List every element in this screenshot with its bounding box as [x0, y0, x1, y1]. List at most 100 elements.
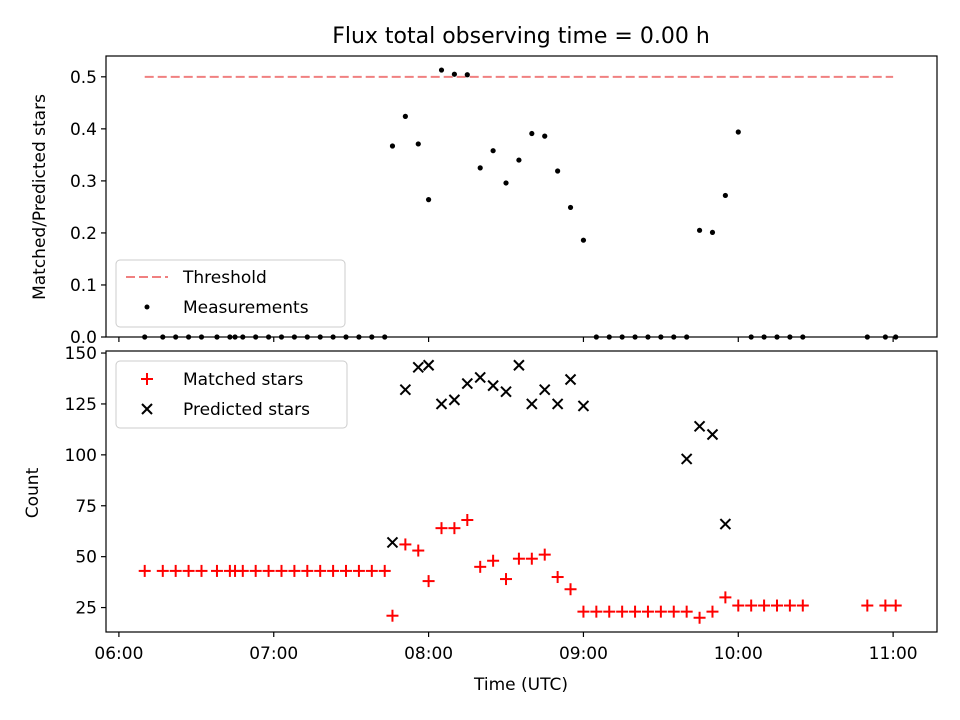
measurement-point — [893, 334, 899, 340]
predicted-point — [399, 383, 412, 396]
measurement-point — [477, 165, 483, 171]
predicted-point — [551, 398, 564, 410]
matched-point — [352, 564, 365, 577]
legend-matched-swatch — [141, 373, 153, 385]
xtick-label: 09:00 — [559, 644, 608, 664]
matched-point — [378, 564, 391, 577]
predicted-point — [577, 400, 590, 412]
matched-point — [399, 538, 412, 551]
matched-point — [745, 599, 758, 612]
measurement-point — [580, 237, 587, 243]
matched-point — [654, 605, 667, 618]
matched-point — [641, 605, 654, 618]
matched-point — [314, 564, 327, 577]
matched-point — [182, 564, 195, 577]
bottom-y-axis-label: Count — [23, 467, 43, 518]
measurement-point — [774, 334, 780, 340]
predicted-point — [474, 371, 486, 384]
measurement-point — [291, 334, 297, 340]
matched-point — [448, 522, 461, 535]
bottom-ytick-label: 125 — [65, 395, 97, 415]
matched-point — [719, 591, 732, 604]
measurement-point — [253, 334, 259, 340]
matched-point — [538, 548, 551, 561]
measurement-point — [748, 334, 754, 340]
matched-point — [732, 599, 745, 612]
measurement-point — [787, 334, 793, 340]
bottom-legend: Matched stars Predicted stars — [115, 360, 348, 429]
matched-point — [340, 564, 353, 577]
top-legend-box — [115, 259, 346, 328]
legend-threshold-label: Threshold — [182, 268, 267, 288]
measurement-point — [160, 334, 166, 340]
bottom-ytick-label: 150 — [65, 344, 97, 364]
measurement-point — [438, 67, 445, 73]
xtick-label: 10:00 — [714, 644, 763, 664]
matched-point — [693, 611, 706, 624]
matched-point — [195, 564, 208, 577]
top-axes-frame — [105, 55, 938, 338]
measurement-point — [606, 334, 612, 340]
measurement-point — [567, 204, 574, 211]
predicted-point — [500, 386, 512, 398]
measurement-point — [490, 148, 496, 154]
matched-point — [512, 552, 525, 565]
matched-point — [301, 564, 314, 577]
measurement-point — [343, 334, 349, 340]
measurement-point — [382, 334, 388, 340]
matched-point — [210, 564, 223, 577]
bottom-legend-box — [115, 360, 348, 429]
predicted-point — [693, 420, 706, 433]
measurement-point — [735, 129, 741, 135]
matched-point — [564, 583, 577, 596]
top-ytick-label: 0.2 — [70, 224, 97, 244]
matched-point — [327, 564, 340, 577]
measurement-point — [529, 130, 535, 137]
measurement-point — [696, 227, 703, 233]
top-x-ticks — [118, 337, 894, 342]
matched-point — [551, 571, 564, 584]
matched-point — [474, 560, 487, 573]
xtick-label: 07:00 — [249, 644, 298, 664]
matched-point — [288, 564, 301, 577]
matched-point — [422, 575, 435, 588]
legend-predicted-marker — [141, 403, 153, 415]
matched-point — [783, 599, 796, 612]
measurement-point — [142, 334, 148, 340]
measurement-point — [555, 168, 561, 174]
matched-point — [706, 605, 719, 618]
measurement-point — [232, 334, 238, 340]
measurement-point — [425, 197, 432, 203]
xtick-label: 06:00 — [94, 644, 143, 664]
legend-measurements-swatch — [144, 304, 150, 310]
predicted-point — [564, 373, 577, 386]
measurement-points — [142, 67, 899, 340]
matched-point — [156, 564, 169, 577]
predicted-points — [386, 359, 732, 549]
predicted-point — [461, 377, 474, 390]
measurement-point — [593, 334, 599, 340]
top-ytick-label: 0.3 — [70, 172, 97, 192]
matched-point — [758, 599, 771, 612]
top-ytick-label: 0.0 — [70, 328, 97, 348]
bottom-ytick-label: 75 — [75, 497, 97, 517]
matched-point — [577, 605, 590, 618]
predicted-point — [706, 428, 719, 441]
measurement-point — [198, 334, 205, 340]
bottom-ytick-label: 100 — [65, 446, 97, 466]
measurement-point — [542, 133, 548, 139]
predicted-point — [422, 359, 435, 371]
top-panel: 0.0 0.1 0.2 0.3 0.4 0.5 Matched/Predicted sta… — [30, 55, 938, 348]
matched-point — [275, 564, 288, 577]
measurement-point — [356, 334, 362, 340]
bottom-y-ticks: 25 50 75 100 125 150 — [65, 344, 106, 619]
top-ytick-label: 0.5 — [70, 68, 97, 88]
matched-points — [138, 514, 902, 624]
xtick-label: 08:00 — [404, 644, 453, 664]
measurement-point — [240, 334, 246, 340]
matched-point — [525, 552, 538, 565]
top-legend: Threshold Measurements — [115, 259, 346, 328]
measurement-point — [658, 334, 664, 340]
matched-point — [770, 599, 783, 612]
